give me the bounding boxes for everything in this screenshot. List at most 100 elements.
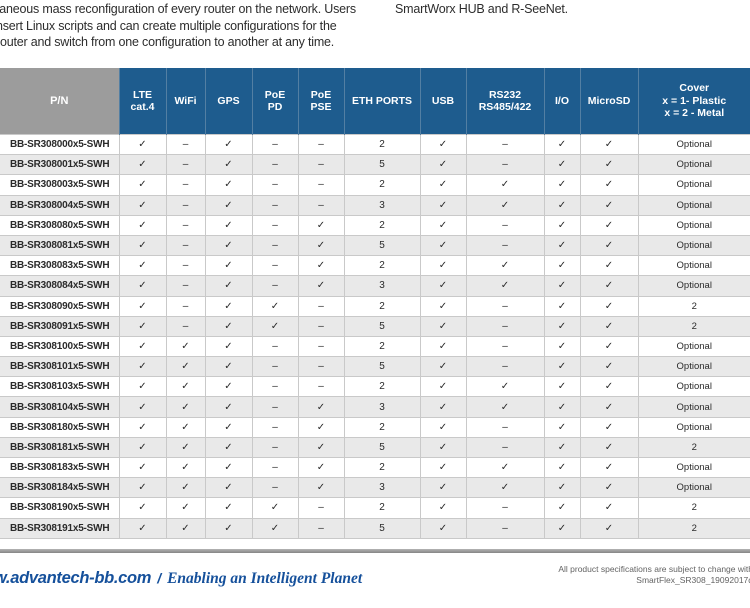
feature-cell: ✓ — [579, 315, 639, 337]
feature-cell: – — [165, 133, 206, 156]
feature-cell: ✓ — [543, 396, 581, 418]
feature-cell: ✓ — [297, 477, 345, 499]
feature-cell: 5 — [343, 234, 421, 257]
website-link[interactable]: w.advantech-bb.com — [0, 569, 152, 587]
feature-cell: ✓ — [204, 376, 253, 398]
table-header-row: P/N LTE cat.4 WiFi GPS PoE PD PoE PSE ETH PORT… — [0, 68, 750, 135]
feature-cell: – — [165, 315, 206, 337]
column-header: ETH PORTS — [343, 68, 420, 135]
feature-cell: – — [251, 416, 299, 438]
feature-cell: ✓ — [204, 436, 253, 459]
feature-cell: ✓ — [465, 477, 545, 499]
feature-cell: 2 — [637, 315, 750, 337]
feature-cell: ✓ — [297, 275, 345, 297]
feature-cell: ✓ — [118, 174, 167, 196]
feature-cell: ✓ — [465, 255, 545, 277]
feature-cell: – — [465, 154, 545, 176]
part-number-cell: BB-SR308180x5-SWH — [0, 416, 120, 438]
feature-cell: – — [251, 154, 299, 176]
feature-cell: ✓ — [118, 315, 167, 337]
feature-cell: ✓ — [543, 255, 581, 277]
feature-cell: 2 — [637, 517, 750, 539]
column-header: MicroSD — [579, 68, 638, 135]
feature-cell: – — [251, 133, 299, 156]
feature-cell: ✓ — [419, 396, 467, 418]
feature-cell: ✓ — [419, 214, 467, 236]
feature-cell: – — [465, 416, 545, 438]
intro-right-column: SmartWorx HUB and R-SeeNet. — [395, 1, 568, 18]
feature-cell: – — [297, 154, 345, 176]
feature-cell: ✓ — [543, 133, 581, 156]
feature-cell: ✓ — [165, 335, 206, 358]
feature-cell: ✓ — [543, 275, 581, 297]
feature-cell: 2 — [343, 295, 421, 317]
table-header: P/N LTE cat.4 WiFi GPS PoE PD PoE PSE ETH PORT… — [0, 68, 750, 135]
feature-cell: ✓ — [543, 154, 581, 176]
feature-cell: ✓ — [543, 214, 581, 236]
feature-cell: ✓ — [465, 174, 545, 196]
feature-cell: ✓ — [251, 295, 299, 317]
intro-line: router and switch from one configuration… — [0, 35, 335, 49]
feature-cell: ✓ — [419, 174, 467, 196]
table-row: BB-SR308081x5-SWH ✓ – ✓ – ✓ 5 ✓ – ✓ ✓ Optional — [0, 234, 750, 257]
feature-cell: – — [251, 396, 299, 418]
column-header: USB — [419, 68, 466, 135]
feature-cell: ✓ — [165, 376, 206, 398]
feature-cell: – — [297, 295, 345, 317]
table-row: BB-SR308000x5-SWH ✓ – ✓ – –2 ✓ – ✓ ✓ Optional — [0, 133, 750, 156]
part-number-cell: BB-SR308103x5-SWH — [0, 376, 120, 398]
feature-cell: Optional — [637, 255, 750, 277]
feature-cell: – — [465, 214, 545, 236]
feature-cell: ✓ — [419, 315, 467, 337]
feature-cell: ✓ — [419, 356, 467, 378]
feature-cell: Optional — [637, 174, 750, 196]
spec-disclaimer: All product specifications are subject t… — [558, 564, 750, 574]
table-row: BB-SR308181x5-SWH ✓ ✓ ✓ – ✓ 5 ✓ – ✓ ✓ 2 — [0, 436, 750, 459]
feature-cell: ✓ — [579, 416, 639, 438]
feature-cell: ✓ — [579, 436, 639, 459]
feature-cell: ✓ — [118, 133, 167, 156]
feature-cell: 2 — [343, 255, 421, 277]
feature-cell: ✓ — [118, 214, 167, 236]
column-header: PoE PSE — [297, 68, 344, 135]
part-number-cell: BB-SR308001x5-SWH — [0, 154, 120, 176]
feature-cell: ✓ — [543, 436, 581, 459]
feature-cell: – — [297, 315, 345, 337]
part-number-cell: BB-SR308080x5-SWH — [0, 214, 120, 236]
feature-cell: – — [465, 356, 545, 378]
table-row: BB-SR308090x5-SWH ✓ – ✓ ✓ –2 ✓ – ✓ ✓ 2 — [0, 295, 750, 317]
feature-cell: ✓ — [204, 234, 253, 257]
feature-cell: – — [465, 315, 545, 337]
feature-cell: ✓ — [204, 214, 253, 236]
table-row: BB-SR308103x5-SWH ✓ ✓ ✓ – –2 ✓ ✓ ✓ ✓ Optional — [0, 376, 750, 398]
feature-cell: – — [465, 133, 545, 156]
feature-cell: ✓ — [419, 376, 467, 398]
feature-cell: 5 — [343, 517, 421, 539]
feature-cell: ✓ — [419, 295, 467, 317]
feature-cell: ✓ — [543, 295, 581, 317]
feature-cell: ✓ — [419, 335, 467, 358]
feature-cell: ✓ — [251, 315, 299, 337]
feature-cell: – — [165, 255, 206, 277]
feature-cell: ✓ — [543, 477, 581, 499]
part-number-cell: BB-SR308183x5-SWH — [0, 456, 120, 479]
feature-cell: ✓ — [543, 497, 581, 519]
part-number-cell: BB-SR308004x5-SWH — [0, 194, 120, 216]
table-row: BB-SR308084x5-SWH ✓ – ✓ – ✓ 3 ✓ ✓ ✓ ✓ Optional — [0, 275, 750, 297]
feature-cell: ✓ — [579, 275, 639, 297]
part-number-cell: BB-SR308084x5-SWH — [0, 275, 120, 297]
feature-cell: ✓ — [204, 416, 253, 438]
feature-cell: ✓ — [297, 255, 345, 277]
feature-cell: ✓ — [579, 234, 639, 257]
feature-cell: ✓ — [543, 356, 581, 378]
feature-cell: ✓ — [297, 436, 345, 459]
feature-cell: ✓ — [579, 255, 639, 277]
feature-cell: ✓ — [579, 456, 639, 479]
feature-cell: ✓ — [204, 194, 253, 216]
part-number-cell: BB-SR308090x5-SWH — [0, 295, 120, 317]
feature-cell: 2 — [343, 335, 421, 358]
feature-cell: – — [251, 234, 299, 257]
feature-cell: – — [297, 356, 345, 378]
feature-cell: ✓ — [543, 174, 581, 196]
feature-cell: ✓ — [579, 194, 639, 216]
